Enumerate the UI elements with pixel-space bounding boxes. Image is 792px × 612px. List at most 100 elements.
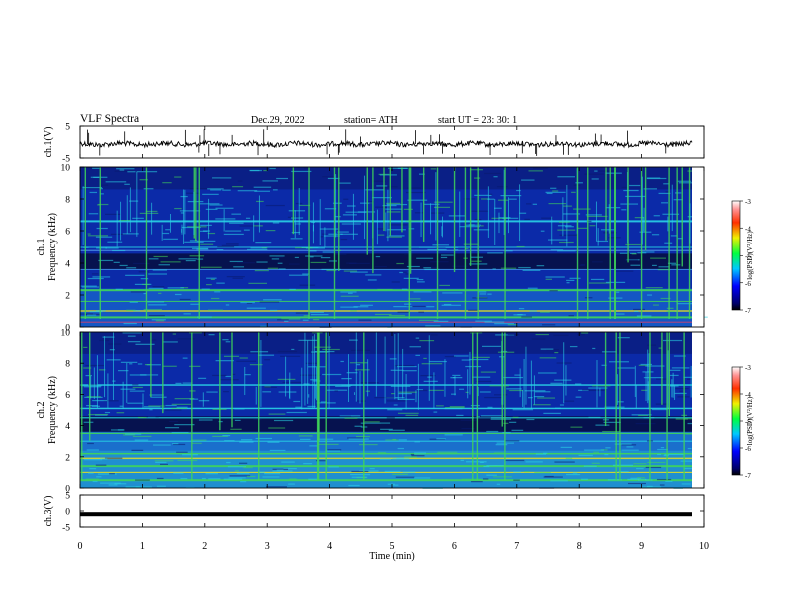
ch2-speckle [92,480,98,483]
ch1-speckle [148,304,167,306]
ch2-speckle [189,398,199,400]
ch2-speckle [543,412,561,414]
ch1-sferic [688,167,691,319]
ch2-speckle [612,464,633,466]
ch2-speckle [123,434,135,436]
ch2-speckle [631,414,652,416]
ch1-speckle [250,169,262,172]
ch1-speckle [202,230,211,232]
ch2-speckle [471,481,483,483]
ch2-speckle [322,373,342,376]
ch2-ytick-label: 8 [65,360,70,370]
ch2-speckle [127,341,141,343]
ch2-speckle [289,478,297,480]
ch1-sferic [136,171,138,237]
ch2-speckle [97,473,117,475]
ch1-speckle [479,293,487,295]
ch1-speckle [163,238,178,240]
ch1-speckle [200,243,214,245]
ch1-speckle [112,249,126,252]
ch1-sferic [364,175,366,240]
ch2-speckle [621,449,639,451]
ch2-speckle [397,447,405,450]
ch1-colorbar-tick-label: -6 [745,280,751,288]
ch2-speckle [341,378,352,380]
ch2-speckle [102,336,115,338]
ch2-speckle [420,375,436,377]
ch2-speckle [95,464,107,466]
ch1-sferic [576,167,579,319]
ch1-speckle [374,313,392,316]
ch1-speckle [616,291,620,293]
ch2-speckle [314,350,335,353]
ch1-speckle [184,241,204,243]
ch2-speckle [122,332,142,334]
ch1-sferic [597,228,599,246]
ch1-sferic [566,184,568,247]
ch1-speckle [396,262,404,265]
ch2-speckle [609,361,629,363]
ch1-speckle [320,257,331,259]
ch1-speckle [239,225,257,227]
ch1-speckle [615,270,634,272]
ch2-sferic [454,375,456,396]
ch2-speckle [483,478,489,480]
ch2-sferic [260,339,262,407]
ch2-speckle [671,367,690,369]
ch2-ytick-label: 4 [65,422,70,432]
ch1-speckle [443,303,452,306]
ch2-speckle [119,405,124,407]
ch2-speckle [681,483,691,485]
ch2-speckle [534,472,551,474]
ch1-speckle [625,243,641,246]
ch1-speckle [288,210,306,212]
ch1-speckle [673,199,683,201]
ch1-speckle [253,186,272,188]
ch2-sferic [384,336,386,404]
ch2-speckle [513,471,521,473]
ch1-speckle [288,263,300,265]
ch2-speckle [359,470,379,472]
ch1-speckle [358,319,372,321]
ch1-speckle [573,208,591,210]
ch1-speckle [277,319,289,321]
ch2-speckle [452,377,463,379]
ch2-speckle [239,357,248,359]
ch1-speckle [295,312,309,314]
ch1-speckle [342,214,357,216]
ch3-waveform-panel: 5 0 -5 ch.3(V) [43,492,705,534]
ch1-speckle [465,247,469,250]
ch2-speckle [685,433,694,435]
ch1-speckle [151,319,166,321]
ch2-speckle [507,333,520,336]
ch2-speckle [135,486,152,488]
ch1-sferic [641,176,643,245]
ch1-speckle [223,233,244,236]
ch1-speckle [348,292,353,294]
ch1-speckle [248,282,267,284]
ch1-sferic [640,167,643,319]
ch1-speckle [153,255,168,258]
ch1-speckle [143,292,147,295]
ch2-speckle [506,388,522,390]
ch1-speckle [413,291,432,293]
ch2-speckle [268,413,286,415]
ch2-speckle [604,454,609,456]
ch1-speckle [580,264,586,266]
ch2-sferic [316,367,318,401]
ch2-speckle [255,437,273,440]
ch2-speckle [602,351,617,353]
ch1-sferic [99,167,101,319]
ch2-speckle [320,401,327,403]
ch2-speckle [392,484,399,486]
ch1-speckle [557,229,576,231]
ch2-speckle [476,416,480,418]
ch1-speckle [665,191,670,193]
ch2-speckle [86,396,101,398]
ch2-speckle [380,428,393,430]
ch1-speckle [677,238,683,240]
ch2-freq-line [80,479,692,482]
ch1-sferic [387,189,389,242]
ch1-sferic [435,172,437,241]
ch2-sferic [96,355,98,409]
